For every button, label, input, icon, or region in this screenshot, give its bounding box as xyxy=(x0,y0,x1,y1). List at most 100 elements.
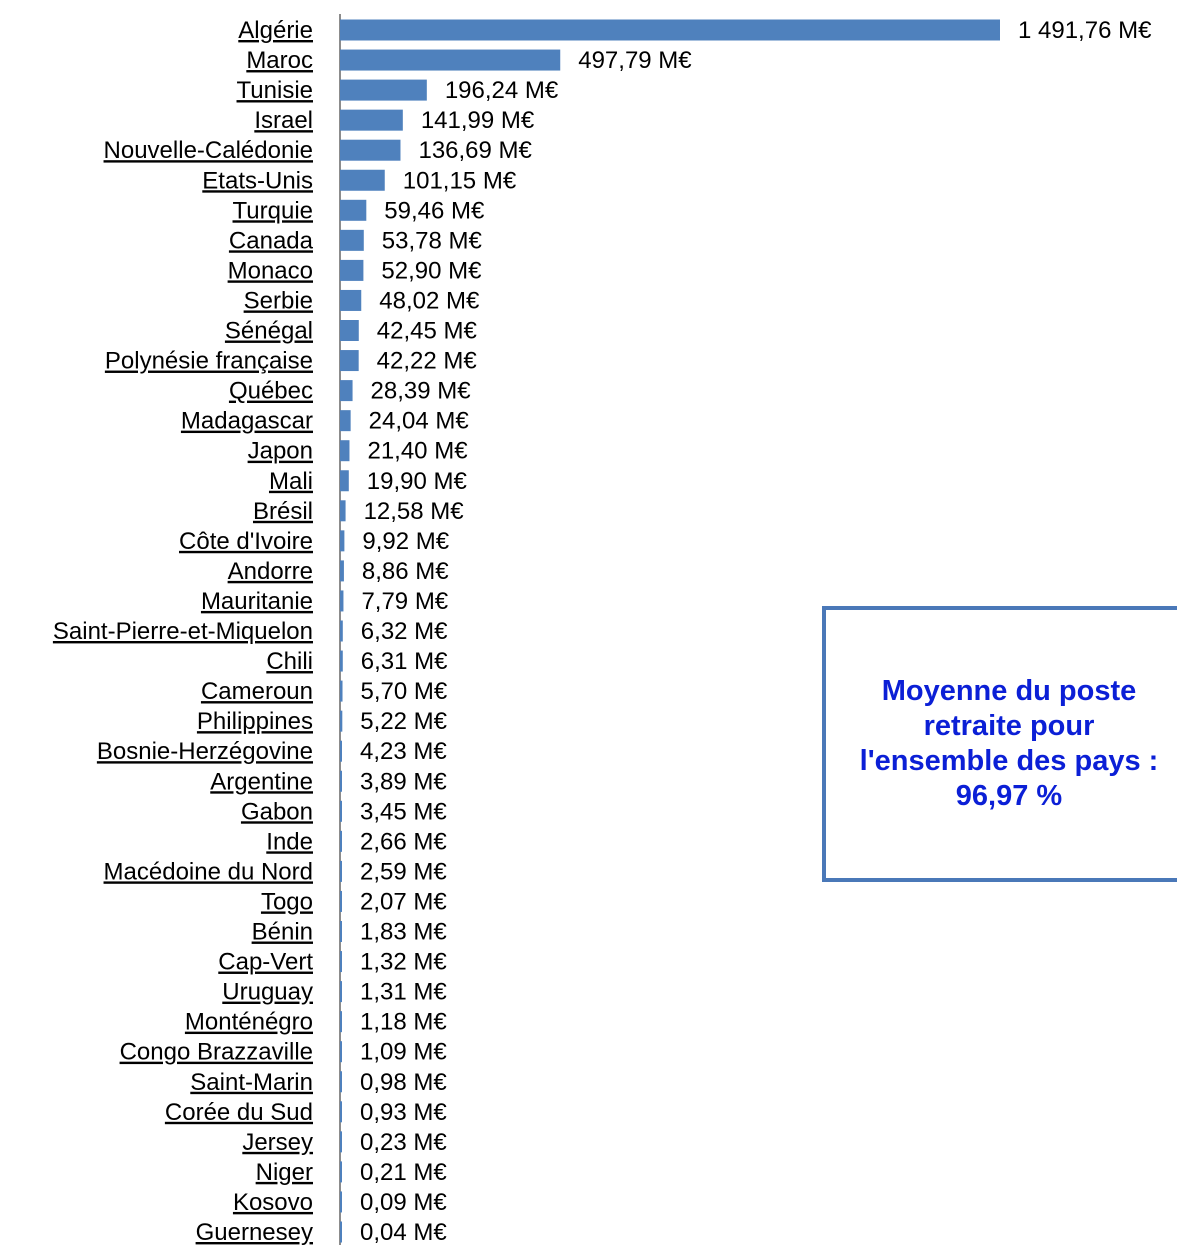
bar xyxy=(340,470,349,492)
bar xyxy=(340,1221,342,1243)
value-label: 0,23 M€ xyxy=(360,1129,447,1156)
value-label: 0,04 M€ xyxy=(360,1219,447,1245)
bar xyxy=(340,530,345,552)
bar xyxy=(340,620,343,642)
value-label: 9,92 M€ xyxy=(362,528,449,555)
bar xyxy=(340,951,342,973)
value-label: 53,78 M€ xyxy=(382,227,483,254)
category-label: Corée du Sud xyxy=(165,1099,313,1126)
value-label: 48,02 M€ xyxy=(379,287,480,314)
bar xyxy=(340,169,385,191)
value-label: 101,15 M€ xyxy=(403,167,517,194)
value-label: 21,40 M€ xyxy=(367,438,468,465)
category-label: Jersey xyxy=(242,1129,313,1156)
value-label: 6,32 M€ xyxy=(361,618,448,645)
bar xyxy=(340,320,359,341)
bar xyxy=(340,590,344,612)
bar xyxy=(340,229,364,251)
bar xyxy=(340,740,342,762)
bar xyxy=(340,79,427,101)
category-label: Saint-Pierre-et-Miquelon xyxy=(53,618,313,645)
category-label: Congo Brazzaville xyxy=(120,1039,313,1066)
category-label: Togo xyxy=(261,888,313,915)
bar xyxy=(340,139,401,161)
bar xyxy=(340,410,351,432)
bar xyxy=(340,860,342,882)
bar xyxy=(340,440,350,462)
bar xyxy=(340,981,342,1003)
category-label: Kosovo xyxy=(233,1189,313,1216)
bar xyxy=(340,259,364,281)
bar xyxy=(340,109,403,131)
value-label: 28,39 M€ xyxy=(371,378,472,405)
category-label: Andorre xyxy=(228,558,313,585)
category-label: Maroc xyxy=(246,47,313,74)
category-label: Canada xyxy=(229,227,314,254)
category-label: Monaco xyxy=(228,257,313,284)
value-label: 0,09 M€ xyxy=(360,1189,447,1216)
bar xyxy=(340,19,1000,41)
category-label: Tunisie xyxy=(237,77,313,104)
average-info-text: Moyenne du poste retraite pour l'ensembl… xyxy=(859,675,1159,812)
category-label: Sénégal xyxy=(225,318,313,345)
bar xyxy=(340,1071,342,1093)
category-label: Polynésie française xyxy=(105,348,313,375)
bar xyxy=(340,770,342,792)
value-label: 59,46 M€ xyxy=(384,197,485,224)
value-label: 24,04 M€ xyxy=(369,408,470,435)
category-label: Turquie xyxy=(233,197,313,224)
value-label: 1 491,76 M€ xyxy=(1018,17,1152,44)
value-label: 8,86 M€ xyxy=(362,558,449,585)
category-label: Cap-Vert xyxy=(218,949,313,976)
category-label: Chili xyxy=(266,648,313,675)
value-label: 3,45 M€ xyxy=(360,798,447,825)
category-label: Québec xyxy=(229,378,313,405)
value-label: 136,69 M€ xyxy=(418,137,532,164)
category-label: Cameroun xyxy=(201,678,313,705)
value-label: 1,83 M€ xyxy=(360,919,447,946)
category-label: Côte d'Ivoire xyxy=(179,528,313,555)
value-label: 42,45 M€ xyxy=(377,318,478,345)
category-label: Madagascar xyxy=(181,408,313,435)
value-label: 6,31 M€ xyxy=(361,648,448,675)
value-label: 7,79 M€ xyxy=(361,588,448,615)
category-label: Guernesey xyxy=(196,1219,313,1245)
bar xyxy=(340,710,343,732)
value-label: 0,98 M€ xyxy=(360,1069,447,1096)
category-label: Gabon xyxy=(241,798,313,825)
bar xyxy=(340,650,343,672)
bar xyxy=(340,560,344,582)
value-label: 1,18 M€ xyxy=(360,1009,447,1036)
value-label: 19,90 M€ xyxy=(367,468,468,495)
category-label: Israel xyxy=(254,107,313,134)
value-label: 5,22 M€ xyxy=(360,708,447,735)
value-label: 52,90 M€ xyxy=(381,257,482,284)
bar xyxy=(340,1011,342,1033)
category-label: Etats-Unis xyxy=(202,167,313,194)
category-label: Bénin xyxy=(252,919,313,946)
bar xyxy=(340,800,342,822)
value-label: 196,24 M€ xyxy=(445,77,559,104)
bar xyxy=(340,49,561,71)
bar xyxy=(340,1131,342,1153)
category-label: Brésil xyxy=(253,498,313,525)
bar xyxy=(340,289,362,311)
category-label: Argentine xyxy=(210,768,313,795)
value-label: 2,59 M€ xyxy=(360,858,447,885)
category-label: Algérie xyxy=(238,17,313,44)
value-label: 4,23 M€ xyxy=(360,738,447,765)
value-label: 5,70 M€ xyxy=(361,678,448,705)
category-label: Mauritanie xyxy=(201,588,313,615)
category-label: Inde xyxy=(266,828,313,855)
bar xyxy=(340,1041,342,1063)
bar xyxy=(340,680,343,702)
value-label: 141,99 M€ xyxy=(421,107,535,134)
category-label: Japon xyxy=(248,438,313,465)
value-label: 2,07 M€ xyxy=(360,888,447,915)
bar xyxy=(340,199,367,221)
bar xyxy=(340,350,359,372)
bar xyxy=(340,921,342,942)
category-label: Saint-Marin xyxy=(190,1069,313,1096)
category-label: Bosnie-Herzégovine xyxy=(97,738,313,765)
